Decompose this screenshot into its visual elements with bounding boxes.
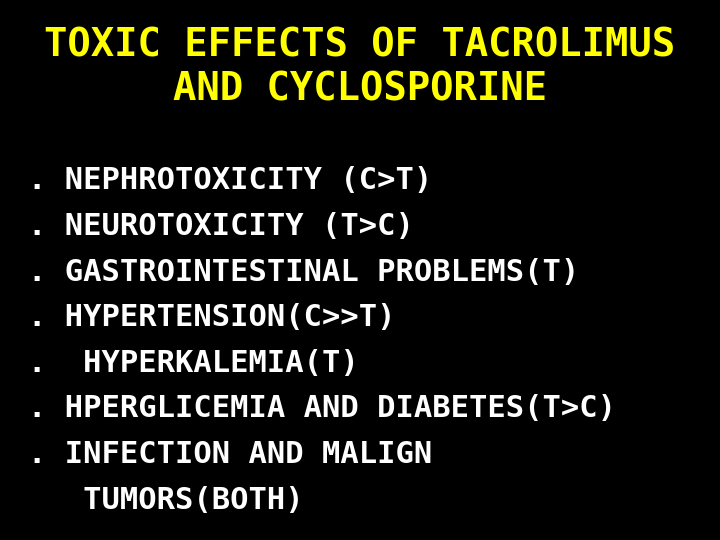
Text: . HPERGLICEMIA AND DIABETES(T>C): . HPERGLICEMIA AND DIABETES(T>C) (28, 394, 616, 423)
Text: .  HYPERKALEMIA(T): . HYPERKALEMIA(T) (28, 349, 359, 378)
Text: TUMORS(BOTH): TUMORS(BOTH) (28, 485, 304, 515)
Text: TOXIC EFFECTS OF TACROLIMUS
AND CYCLOSPORINE: TOXIC EFFECTS OF TACROLIMUS AND CYCLOSPO… (45, 26, 675, 109)
Text: . INFECTION AND MALIGN: . INFECTION AND MALIGN (28, 440, 433, 469)
Text: . GASTROINTESTINAL PROBLEMS(T): . GASTROINTESTINAL PROBLEMS(T) (28, 258, 580, 287)
Text: . NEUROTOXICITY (T>C): . NEUROTOXICITY (T>C) (28, 212, 414, 241)
Text: . NEPHROTOXICITY (C>T): . NEPHROTOXICITY (C>T) (28, 166, 433, 195)
Text: . HYPERTENSION(C>>T): . HYPERTENSION(C>>T) (28, 303, 396, 332)
